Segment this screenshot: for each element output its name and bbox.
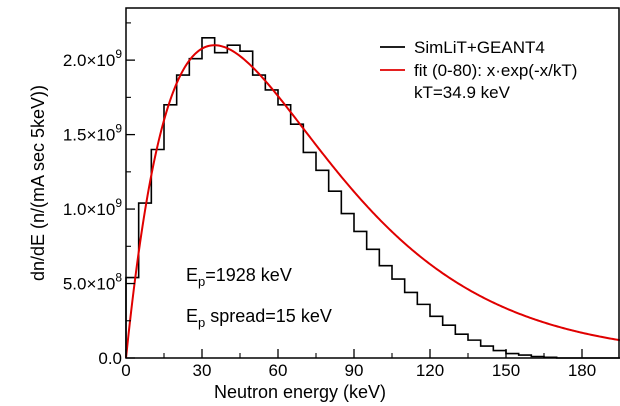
y-tick-mantissa-3: 1.5×10 xyxy=(63,126,115,145)
y-tick-mantissa-4: 2.0×10 xyxy=(63,51,115,70)
annotation-energy-spread: Ep spread=15 keV xyxy=(186,306,332,330)
annotation-energy-spread-rest: spread=15 keV xyxy=(205,306,332,326)
y-tick-exponent-4: 9 xyxy=(115,47,122,61)
series-fit-curve xyxy=(125,44,620,359)
annotation-energy-spread-base: E xyxy=(186,306,198,326)
data-layer xyxy=(125,36,620,359)
x-axis-title: Neutron energy (keV) xyxy=(214,382,386,402)
annotation-proton-energy-base: E xyxy=(186,265,198,285)
x-tick-label-4: 120 xyxy=(416,361,444,380)
annotation-proton-energy-rest: =1928 keV xyxy=(205,265,292,285)
x-tick-label-5: 150 xyxy=(492,361,520,380)
y-tick-label-1: 5.0×108 xyxy=(63,271,122,294)
legend-label-simlit: SimLiT+GEANT4 xyxy=(414,38,545,57)
legend-label-fit: fit (0-80): x·exp(-x/kT) xyxy=(414,61,577,80)
axis-ticks: 0 30 60 90 120 150 1800.05.0×1081.0×1091.5×109… xyxy=(63,22,596,380)
y-axis-title: dn/dE (n/(mA sec 5keV)) xyxy=(28,85,48,281)
plot-frame xyxy=(125,7,620,359)
x-tick-label-6: 180 xyxy=(568,361,596,380)
y-tick-exponent-2: 9 xyxy=(115,196,122,210)
annotation-energy-spread-sub: p xyxy=(198,315,205,330)
annotations: Ep=1928 keV Ep spread=15 keV xyxy=(186,265,332,330)
x-tick-label-2: 60 xyxy=(269,361,288,380)
y-tick-exponent-1: 8 xyxy=(115,271,122,285)
y-tick-mantissa-2: 1.0×10 xyxy=(63,200,115,219)
y-tick-mantissa-1: 5.0×10 xyxy=(63,275,115,294)
legend-label-fit-kt: kT=34.9 keV xyxy=(414,83,511,102)
y-tick-label-2: 1.0×109 xyxy=(63,196,122,219)
y-tick-label-0: 0.0 xyxy=(98,349,122,368)
y-tick-exponent-3: 9 xyxy=(115,122,122,136)
y-tick-label-4: 2.0×109 xyxy=(63,47,122,70)
annotation-proton-energy: Ep=1928 keV xyxy=(186,265,292,289)
y-tick-label-3: 1.5×109 xyxy=(63,122,122,145)
x-tick-label-3: 90 xyxy=(345,361,364,380)
annotation-proton-energy-sub: p xyxy=(198,274,205,289)
x-tick-label-1: 30 xyxy=(193,361,212,380)
legend: SimLiT+GEANT4 fit (0-80): x·exp(-x/kT) k… xyxy=(380,38,577,102)
x-tick-label-0: 0 xyxy=(121,361,130,380)
series-simlit-histogram xyxy=(125,36,620,359)
